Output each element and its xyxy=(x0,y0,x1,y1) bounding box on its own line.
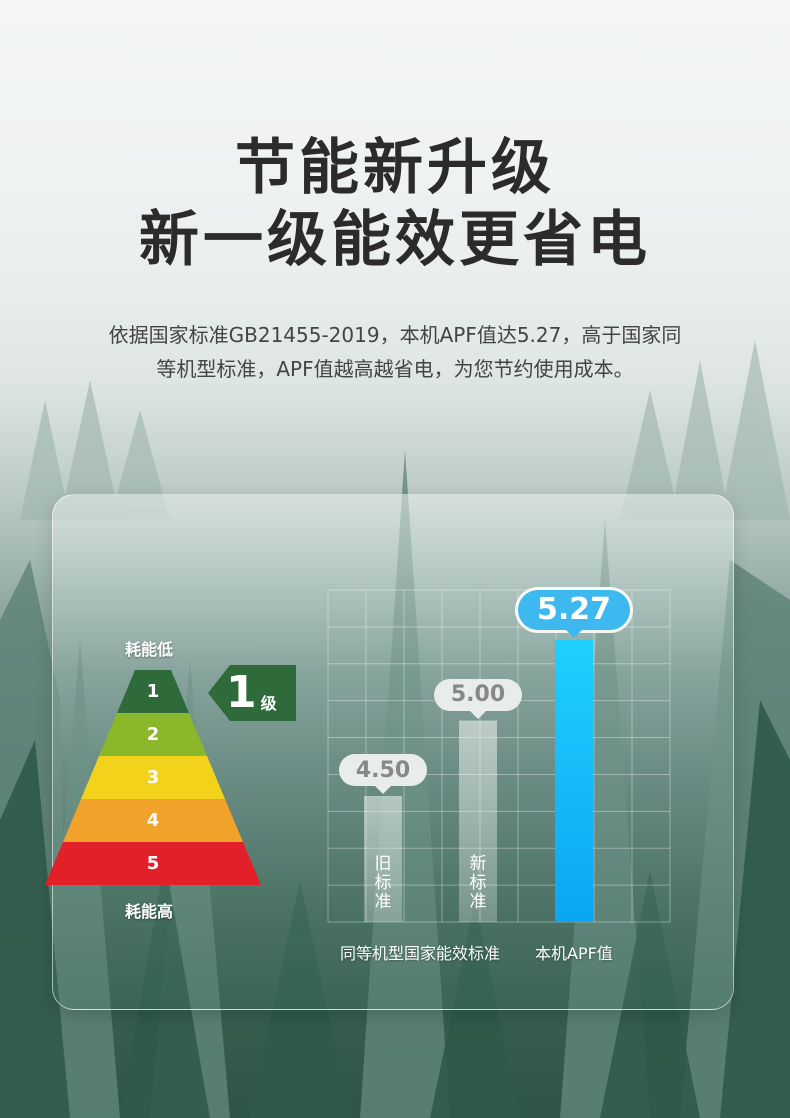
value-label-2: 5.00 xyxy=(434,678,522,711)
subtitle-line-2: 等机型标准，APF值越高越省电，为您节约使用成本。 xyxy=(156,357,634,381)
low-consumption-label: 耗能低 xyxy=(125,640,174,659)
grade-label-5: 5 xyxy=(146,852,160,874)
bar-caption-1: 旧标准 xyxy=(374,854,392,912)
current-grade-unit: 级 xyxy=(260,694,277,713)
group-label-this-unit: 本机APF值 xyxy=(535,944,613,963)
bar-caption-2: 新标准 xyxy=(469,854,487,912)
subtitle: 依据国家标准GB21455-2019，本机APF值达5.27，高于国家同 等机型… xyxy=(55,318,735,386)
value-label-tail-2 xyxy=(470,710,486,719)
grade-arrow-text: 1 级 xyxy=(226,665,277,721)
grade-bar-5 xyxy=(45,842,261,885)
grade-label-3: 3 xyxy=(146,766,160,788)
grade-bar-3 xyxy=(81,756,225,799)
grade-bar-1 xyxy=(117,670,189,713)
grade-arrow-badge xyxy=(208,665,296,721)
group-label-standard: 同等机型国家能效标准 xyxy=(340,944,501,963)
high-consumption-label: 耗能高 xyxy=(125,902,174,921)
title-line-1: 节能新升级 xyxy=(235,133,555,203)
grade-bar-2 xyxy=(99,713,207,756)
value-label-3: 5.27 xyxy=(518,589,630,630)
subtitle-line-1: 依据国家标准GB21455-2019，本机APF值达5.27，高于国家同 xyxy=(108,323,682,347)
grade-label-1: 1 xyxy=(146,680,160,702)
grade-label-2: 2 xyxy=(146,723,160,745)
grade-label-4: 4 xyxy=(146,809,160,831)
title-line-2: 新一级能效更省电 xyxy=(139,205,651,275)
value-label-tail-1 xyxy=(375,786,391,794)
grade-bar-4 xyxy=(63,799,243,842)
value-label-tail-3 xyxy=(566,629,582,638)
value-label-1: 4.50 xyxy=(339,754,427,786)
title-block: 节能新升级 新一级能效更省电 xyxy=(0,132,790,276)
current-grade-number: 1 xyxy=(226,667,257,718)
